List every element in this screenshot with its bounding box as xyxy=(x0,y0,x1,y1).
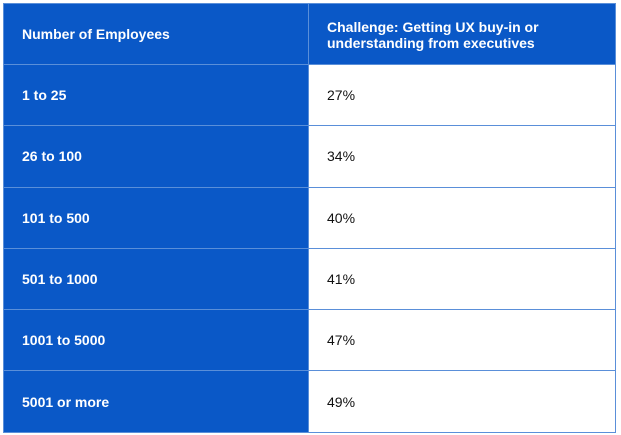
row-value: 47% xyxy=(308,309,616,372)
row-label: 501 to 1000 xyxy=(3,247,309,311)
row-label: 26 to 100 xyxy=(3,125,309,188)
table-header-row: Number of Employees Challenge: Getting U… xyxy=(3,3,616,65)
row-label: 5001 or more xyxy=(3,370,309,433)
row-label: 1 to 25 xyxy=(3,63,309,127)
column-header-challenge: Challenge: Getting UX buy-in or understa… xyxy=(308,3,616,65)
row-label: 101 to 500 xyxy=(3,186,309,249)
column-header-employees: Number of Employees xyxy=(3,3,309,65)
table-row: 501 to 1000 41% xyxy=(3,247,616,311)
row-value: 40% xyxy=(308,186,616,249)
table-row: 101 to 500 40% xyxy=(3,186,616,249)
row-value: 34% xyxy=(308,125,616,188)
employees-challenge-table: Number of Employees Challenge: Getting U… xyxy=(3,3,616,433)
row-value: 49% xyxy=(308,370,616,433)
table-row: 1 to 25 27% xyxy=(3,63,616,127)
table-row: 1001 to 5000 47% xyxy=(3,309,616,372)
row-value: 41% xyxy=(308,247,616,311)
table-row: 5001 or more 49% xyxy=(3,370,616,433)
row-label: 1001 to 5000 xyxy=(3,309,309,372)
data-table-container: Number of Employees Challenge: Getting U… xyxy=(3,3,616,433)
row-value: 27% xyxy=(308,63,616,127)
table-row: 26 to 100 34% xyxy=(3,125,616,188)
